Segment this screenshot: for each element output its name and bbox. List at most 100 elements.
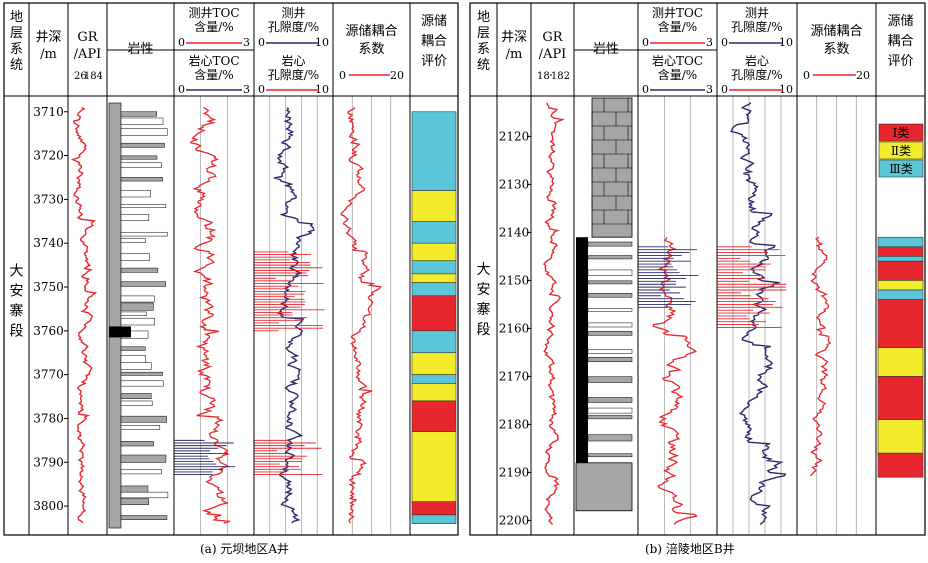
eval-block-III (411, 111, 457, 191)
lith-bed (120, 253, 150, 261)
depth-label: 2200 (499, 513, 530, 527)
header-por-core-unit: 孔隙度/% (731, 67, 782, 82)
lith-bed (120, 469, 162, 475)
legend-swatch (878, 159, 924, 178)
depth-label: 3730 (33, 192, 64, 206)
eval-block-I (877, 246, 924, 257)
lith-bed (120, 142, 165, 148)
lith-bed (587, 293, 633, 298)
toc-core-min: 0 (178, 83, 185, 96)
lith-bed (120, 491, 169, 499)
header-strat-char: 地 (10, 10, 23, 25)
lith-shell-limestone (575, 462, 633, 512)
eval-block-I (411, 501, 457, 516)
depth-label: 3750 (33, 280, 64, 294)
header-strat-char: 系 (477, 42, 490, 57)
header-strat-char: 层 (477, 26, 490, 41)
header-por-log: 测井 (281, 6, 305, 20)
eval-block-II (877, 347, 924, 377)
gr-curve (70, 106, 98, 524)
frame (469, 2, 926, 536)
lith-bed (587, 357, 633, 363)
header-toc-log-unit: 含量/% (194, 19, 233, 34)
lith-bed (120, 362, 152, 370)
header-strat-char: 统 (477, 58, 490, 73)
coupling-min: 0 (803, 69, 810, 82)
header-por-log: 测井 (745, 6, 769, 20)
lith-bed (120, 155, 158, 160)
header-toc-log-unit: 含量/% (658, 19, 697, 34)
toc-min: 0 (642, 36, 649, 49)
depth-label: 3710 (33, 105, 64, 119)
depth-label: 3770 (33, 368, 64, 382)
toc-log-curve (189, 106, 231, 524)
por-core-min: 0 (258, 83, 265, 96)
header-gr: GR (77, 30, 98, 45)
lith-bed (587, 453, 633, 458)
lith-bed (120, 204, 167, 208)
depth-label: 3720 (33, 149, 64, 163)
lith-bed (120, 231, 168, 237)
eval-block-I (877, 299, 924, 348)
coupling-max: 20 (856, 69, 870, 82)
coupling-curve (340, 107, 383, 524)
lith-bed (587, 415, 633, 420)
eval-block-II (411, 242, 457, 262)
toc-core-min: 0 (642, 83, 649, 96)
header-gr-unit: /API (539, 47, 567, 62)
depth-label: 3740 (33, 236, 64, 250)
depth-label: 3790 (33, 455, 64, 469)
legend-swatch (878, 141, 924, 160)
header-eval-line: 源储 (421, 14, 447, 29)
header-eval-line: 评价 (421, 54, 447, 69)
lith-bed (120, 317, 156, 326)
lith-bed (120, 162, 162, 169)
header-coupling-unit: 系数 (823, 42, 849, 57)
toc-log-curve (652, 236, 699, 525)
toc-core-max: 3 (706, 83, 713, 96)
eval-block-III (877, 236, 924, 248)
por-max: 10 (779, 36, 793, 49)
formation-char: 大 (10, 264, 24, 280)
header-coupling: 源储耦合 (345, 24, 397, 39)
eval-block-II (877, 280, 924, 291)
header-toc-core-unit: 含量/% (658, 67, 697, 82)
depth-label: 3800 (33, 499, 64, 513)
formation-char: 段 (477, 322, 491, 338)
header-depth: 井深 (501, 30, 527, 45)
legend-label: Ⅱ类 (891, 144, 911, 158)
lith-bed (587, 308, 633, 312)
eval-block-III (411, 260, 457, 275)
eval-block-III (411, 514, 457, 524)
lith-bed (587, 241, 633, 247)
lith-bed (120, 346, 146, 351)
eval-block-I (411, 295, 457, 332)
eval-block-III (877, 256, 924, 262)
lith-bed (120, 302, 154, 311)
depth-label: 3760 (33, 324, 64, 338)
header-gr: GR (542, 30, 563, 45)
eval-block-II (411, 383, 457, 402)
lith-bed (120, 415, 167, 423)
header-eval-line: 评价 (887, 54, 913, 69)
legend-swatch (878, 123, 924, 142)
lith-bed (120, 454, 167, 463)
gr-max-label: 184 (84, 71, 103, 82)
lith-bed (587, 331, 633, 336)
lith-bed (587, 269, 633, 277)
eval-block-I (877, 376, 924, 420)
lith-bed (587, 407, 633, 414)
legend-label: Ⅲ类 (889, 162, 913, 176)
eval-block-I (411, 400, 457, 432)
depth-label: 2150 (499, 273, 530, 287)
header-strat-char: 层 (10, 26, 23, 41)
header-eval-line: 源储 (887, 14, 913, 29)
lith-bed (587, 322, 633, 328)
toc-min: 0 (178, 36, 185, 49)
coupling-min: 0 (339, 69, 346, 82)
por-core-max: 10 (315, 83, 329, 96)
por-min: 0 (258, 36, 265, 49)
lith-bed (120, 214, 150, 221)
lith-bed (120, 190, 151, 198)
